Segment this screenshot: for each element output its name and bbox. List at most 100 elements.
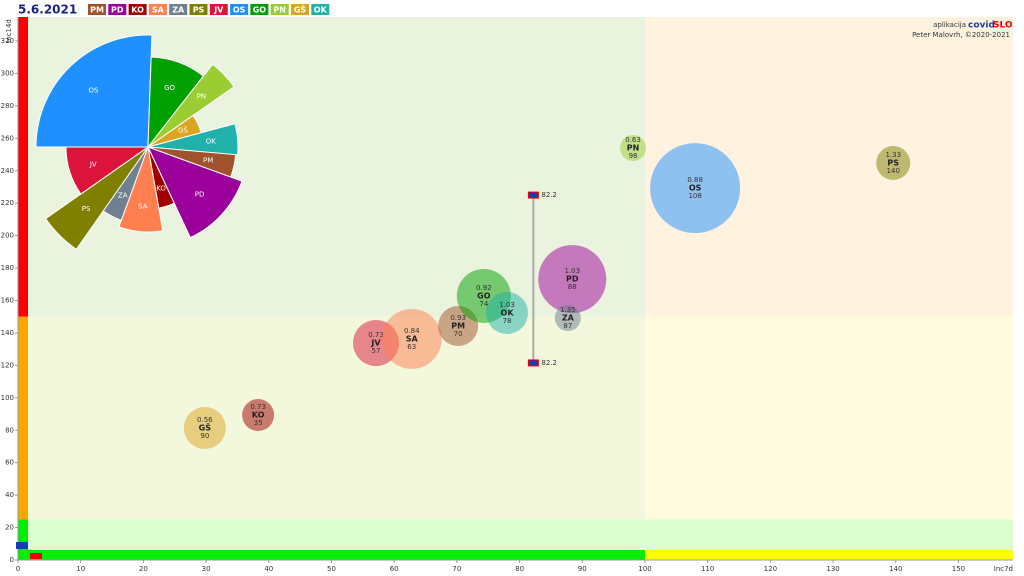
- legend-swatch: [128, 4, 147, 15]
- legend-swatch: [230, 4, 249, 15]
- bubble-ratio: 0.73: [250, 403, 266, 411]
- x-axis-label: Inc7d: [994, 565, 1013, 573]
- bar-bottom: [18, 550, 645, 560]
- bubble-ratio: 1.03: [564, 267, 580, 275]
- credit-brand: covid: [968, 21, 995, 31]
- wedge-label: PS: [82, 205, 91, 213]
- flag: [527, 191, 539, 199]
- flag: [527, 359, 539, 367]
- bubble-count: 108: [688, 192, 701, 200]
- polar-wedge: [147, 123, 239, 156]
- zone: [18, 316, 645, 520]
- bubble-ratio: 1.33: [885, 151, 901, 159]
- polar-wedge: [44, 146, 149, 251]
- legend-label: OS: [233, 6, 246, 15]
- x-tick-label: 100: [638, 565, 651, 573]
- x-tick-label: 80: [515, 565, 524, 573]
- bubble: [486, 291, 529, 334]
- bar-left: [18, 316, 28, 520]
- y-axis-label: Inc14d: [5, 19, 13, 43]
- legend-swatch: [209, 4, 228, 15]
- x-tick-label: 30: [202, 565, 211, 573]
- polar-wedge: [147, 63, 235, 148]
- wedge-label: PD: [195, 190, 205, 198]
- wedge-label: GO: [164, 84, 175, 92]
- polar-wedge: [147, 146, 243, 239]
- bubble-count: 74: [479, 300, 488, 308]
- legend-swatch: [270, 4, 289, 15]
- bubble-name: GŠ: [199, 421, 212, 432]
- bubble-count: 35: [254, 419, 263, 427]
- bubble-count: 90: [200, 432, 209, 440]
- legend-swatch: [148, 4, 167, 15]
- legend-label: PS: [193, 6, 205, 15]
- legend-label: KO: [131, 6, 144, 15]
- wedge-label: OK: [206, 138, 217, 146]
- x-tick-label: 90: [578, 565, 587, 573]
- x-tick-label: 20: [139, 565, 148, 573]
- legend-label: GŠ: [294, 4, 307, 15]
- bubble: [242, 399, 275, 432]
- y-tick-label: 240: [1, 167, 14, 175]
- legend-swatch: [108, 4, 127, 15]
- legend-swatch: [189, 4, 208, 15]
- polar-wedge: [35, 34, 153, 148]
- x-tick-label: 70: [452, 565, 461, 573]
- y-tick-label: 200: [1, 232, 14, 240]
- bubble-count: 63: [407, 343, 416, 351]
- bubble-ratio: 1.35: [560, 306, 576, 314]
- bubble-ratio: 0.63: [625, 136, 641, 144]
- y-tick-label: 260: [1, 134, 14, 142]
- bubble-count: 140: [887, 167, 900, 175]
- bubble-name: KO: [252, 411, 265, 420]
- bubble: [554, 305, 581, 332]
- legend-label: SA: [152, 6, 165, 15]
- y-tick-label: 220: [1, 199, 14, 207]
- bubble-count: 98: [629, 152, 638, 160]
- y-tick-label: 80: [5, 426, 14, 434]
- bubble: [381, 308, 442, 369]
- y-tick-label: 100: [1, 394, 14, 402]
- bubble-name: PM: [451, 321, 465, 330]
- x-tick-label: 60: [390, 565, 399, 573]
- bubble: [183, 406, 226, 449]
- y-tick-label: 160: [1, 297, 14, 305]
- wedge-label: PN: [197, 92, 206, 100]
- bubble-name: JV: [370, 338, 381, 347]
- bubble-name: OK: [501, 308, 515, 317]
- legend-swatch: [169, 4, 188, 15]
- legend-label: JV: [213, 6, 224, 15]
- credit-brand: SLO: [993, 21, 1013, 31]
- bubble-ratio: 0.88: [687, 176, 703, 184]
- x-tick-label: 0: [16, 565, 20, 573]
- legend-swatch: [291, 4, 309, 15]
- wedge-label: KO: [156, 184, 166, 192]
- flag: [16, 542, 28, 549]
- bubble-name: GO: [477, 291, 491, 300]
- bubble-name: SA: [406, 334, 419, 343]
- zone: [644, 316, 1013, 520]
- wedge-label: JV: [89, 160, 97, 168]
- y-tick-label: 40: [5, 491, 14, 499]
- y-tick-label: 120: [1, 361, 14, 369]
- bubble-ratio: 0.93: [450, 314, 466, 322]
- bubble-name: PN: [627, 144, 640, 153]
- bubble-ratio: 0.56: [197, 416, 213, 424]
- bubble-ratio: 0.73: [368, 331, 384, 339]
- bubble-name: OS: [689, 184, 702, 193]
- bubble-ratio: 1.03: [499, 301, 515, 309]
- y-tick-label: 60: [5, 459, 14, 467]
- legend-label: GO: [253, 6, 267, 15]
- y-tick-label: 320: [1, 37, 14, 45]
- wedge-label: PM: [203, 156, 213, 164]
- bubble: [650, 143, 741, 234]
- bubble-ratio: 0.84: [404, 327, 420, 335]
- y-tick-label: 140: [1, 329, 14, 337]
- bubble: [538, 245, 607, 314]
- bubble-count: 87: [563, 322, 572, 330]
- legend-label: ZA: [172, 6, 185, 15]
- bubble-name: ZA: [562, 314, 575, 323]
- wedge-label: SA: [138, 202, 148, 210]
- credit-author: Peter Malovrh, ©2020-2021: [912, 31, 1010, 39]
